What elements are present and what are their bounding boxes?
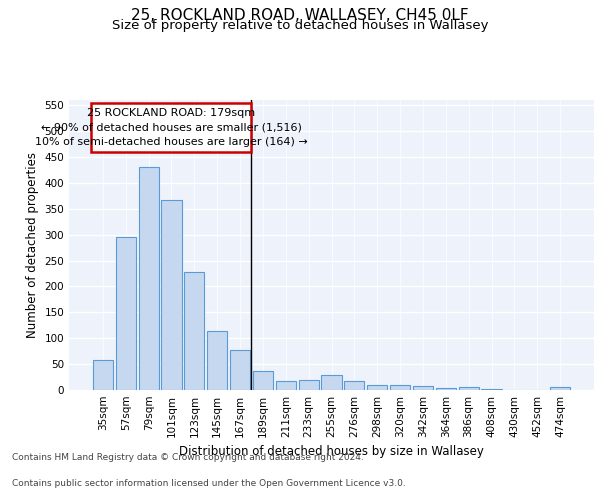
Bar bbox=[458, 388, 479, 390]
Text: 10% of semi-detached houses are larger (164) →: 10% of semi-detached houses are larger (… bbox=[35, 137, 308, 147]
Bar bbox=[344, 381, 364, 390]
Text: Size of property relative to detached houses in Wallasey: Size of property relative to detached ho… bbox=[112, 19, 488, 32]
Text: 25, ROCKLAND ROAD, WALLASEY, CH45 0LF: 25, ROCKLAND ROAD, WALLASEY, CH45 0LF bbox=[131, 8, 469, 22]
Bar bbox=[413, 386, 433, 390]
Bar bbox=[390, 385, 410, 390]
Bar bbox=[230, 350, 250, 390]
Bar bbox=[161, 200, 182, 390]
Bar bbox=[322, 375, 341, 390]
Text: Contains HM Land Registry data © Crown copyright and database right 2024.: Contains HM Land Registry data © Crown c… bbox=[12, 454, 364, 462]
Bar bbox=[253, 371, 273, 390]
Bar bbox=[436, 388, 456, 390]
Text: ← 90% of detached houses are smaller (1,516): ← 90% of detached houses are smaller (1,… bbox=[41, 122, 302, 132]
Bar bbox=[207, 332, 227, 390]
FancyBboxPatch shape bbox=[91, 102, 251, 152]
Bar bbox=[139, 168, 158, 390]
Bar bbox=[276, 380, 296, 390]
Bar bbox=[116, 237, 136, 390]
Bar bbox=[184, 272, 205, 390]
Text: Contains public sector information licensed under the Open Government Licence v3: Contains public sector information licen… bbox=[12, 478, 406, 488]
Bar bbox=[550, 388, 570, 390]
Bar bbox=[367, 385, 387, 390]
X-axis label: Distribution of detached houses by size in Wallasey: Distribution of detached houses by size … bbox=[179, 446, 484, 458]
Text: 25 ROCKLAND ROAD: 179sqm: 25 ROCKLAND ROAD: 179sqm bbox=[88, 108, 256, 118]
Y-axis label: Number of detached properties: Number of detached properties bbox=[26, 152, 39, 338]
Bar bbox=[481, 389, 502, 390]
Bar bbox=[299, 380, 319, 390]
Bar bbox=[93, 360, 113, 390]
